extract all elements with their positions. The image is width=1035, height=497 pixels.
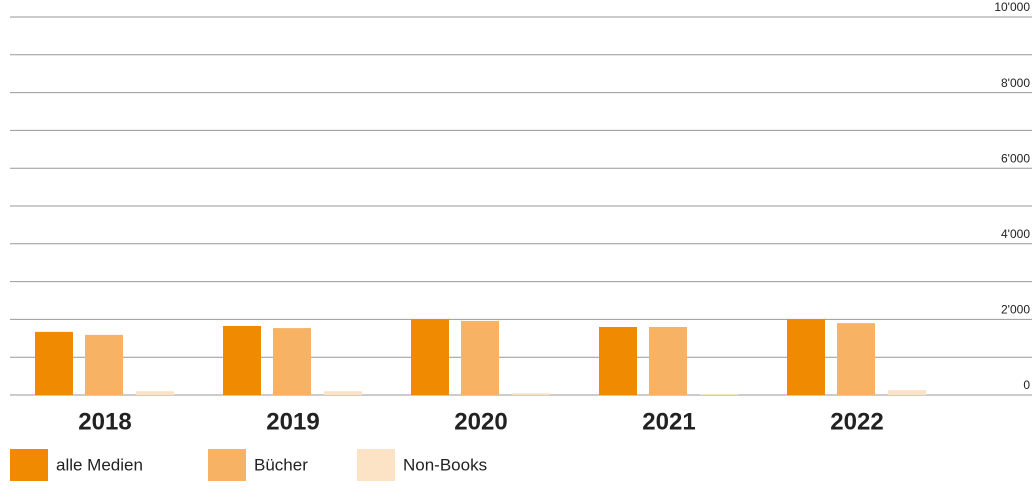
legend-label: Bücher bbox=[254, 455, 308, 474]
bar bbox=[787, 319, 825, 395]
y-tick-label: 4'000 bbox=[1001, 227, 1030, 241]
bar bbox=[136, 391, 174, 395]
legend-label: alle Medien bbox=[56, 455, 143, 474]
bar bbox=[888, 390, 926, 395]
x-tick-label: 2019 bbox=[266, 408, 319, 435]
bar bbox=[700, 393, 738, 395]
y-tick-label: 10'000 bbox=[994, 0, 1030, 14]
legend-swatch bbox=[208, 449, 246, 481]
x-tick-label: 2018 bbox=[78, 408, 131, 435]
bar bbox=[512, 393, 550, 395]
y-tick-label: 0 bbox=[1023, 378, 1030, 392]
y-tick-label: 6'000 bbox=[1001, 151, 1030, 165]
bar bbox=[223, 326, 261, 395]
legend-label: Non-Books bbox=[403, 455, 487, 474]
legend-swatch bbox=[357, 449, 395, 481]
bar bbox=[411, 319, 449, 395]
bar bbox=[461, 320, 499, 395]
x-tick-label: 2021 bbox=[642, 408, 695, 435]
bar bbox=[649, 326, 687, 395]
y-tick-label: 8'000 bbox=[1001, 76, 1030, 90]
bar bbox=[273, 328, 311, 395]
bar bbox=[837, 323, 875, 395]
x-tick-label: 2022 bbox=[830, 408, 883, 435]
bar bbox=[599, 326, 637, 395]
bar bbox=[85, 334, 123, 395]
bar bbox=[324, 391, 362, 395]
legend-swatch bbox=[10, 449, 48, 481]
bar bbox=[35, 331, 73, 395]
y-tick-label: 2'000 bbox=[1001, 303, 1030, 317]
x-tick-label: 2020 bbox=[454, 408, 507, 435]
